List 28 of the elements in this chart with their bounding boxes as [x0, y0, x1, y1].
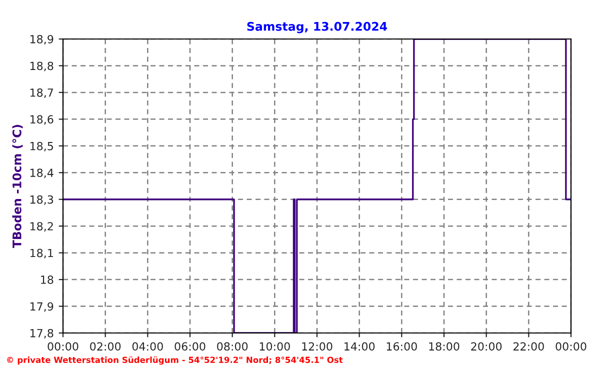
x-tick-label: 20:00 [471, 342, 502, 351]
y-tick-label: 18,8 [30, 62, 54, 72]
y-tick-label: 18 [41, 276, 54, 284]
x-tick-label: 04:00 [132, 342, 163, 351]
y-tick-label: 18,7 [30, 88, 54, 98]
x-tick-label: 00:00 [556, 342, 586, 351]
x-tick-label: 00:00 [48, 342, 78, 351]
x-tick-label: 10:00 [260, 342, 290, 351]
y-tick-label: 18,3 [30, 195, 54, 205]
y-tick-label: 17,9 [30, 302, 54, 312]
y-tick-label: 18,6 [30, 115, 54, 125]
text: © private Wetterstation Süderlügum - 54°52'19.2" Nord; 8°54'45.1" Ost [7, 356, 343, 365]
y-tick-label: 18,1 [30, 248, 53, 258]
x-tick-label: 16:00 [386, 342, 417, 351]
y-tick-label: 18,2 [30, 222, 53, 232]
y-tick-label: 17,8 [30, 328, 54, 339]
x-tick-label: 12:00 [302, 342, 332, 351]
chart-title: Samstag, 13.07.2024 [247, 22, 388, 34]
x-tick-label: 02:00 [90, 342, 121, 351]
x-tick-label: 06:00 [174, 342, 206, 351]
x-tick-label: 22:00 [513, 342, 544, 351]
x-tick-label: 18:00 [429, 342, 460, 351]
x-tick-label: 14:00 [344, 342, 375, 351]
y-axis-title: TBoden -10cm (°C) [12, 124, 23, 248]
y-tick-label: 18,5 [30, 142, 53, 152]
y-tick-label: 18,9 [30, 34, 54, 45]
y-tick-label: 18,4 [30, 168, 54, 178]
x-tick-label: 08:00 [217, 342, 248, 351]
